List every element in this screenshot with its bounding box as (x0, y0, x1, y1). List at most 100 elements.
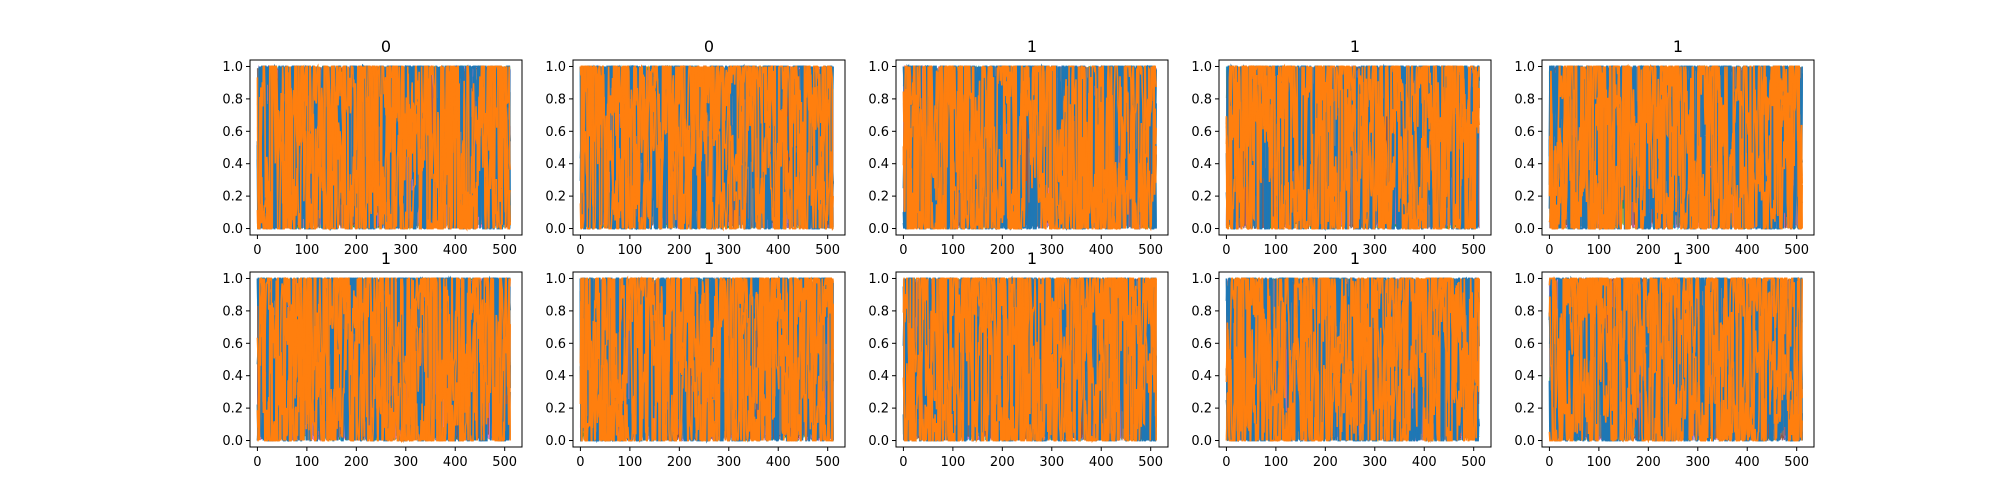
subplot-title: 1 (381, 249, 391, 268)
y-tick-label: 0.8 (222, 92, 243, 107)
plot-area (1225, 276, 1480, 443)
y-tick-label: 0.0 (545, 222, 566, 237)
y-tick-label: 0.4 (545, 369, 566, 384)
series-orange (579, 275, 834, 443)
x-tick-label: 300 (1039, 243, 1064, 258)
y-tick-label: 1.0 (1514, 60, 1535, 75)
x-tick-label: 500 (815, 455, 840, 470)
y-tick-label: 0.4 (1514, 157, 1535, 172)
x-tick-label: 0 (899, 455, 907, 470)
x-tick-label: 500 (492, 455, 517, 470)
y-tick-label: 0.6 (1514, 125, 1535, 140)
plot-area (256, 63, 511, 232)
y-tick-label: 0.2 (545, 402, 566, 417)
x-tick-label: 0 (576, 243, 584, 258)
subplot-title: 0 (704, 37, 714, 56)
y-tick-label: 0.2 (1191, 190, 1212, 205)
y-tick-label: 0.0 (545, 434, 566, 449)
x-tick-label: 100 (617, 455, 642, 470)
x-tick-label: 200 (344, 455, 369, 470)
y-tick-label: 0.6 (1514, 337, 1535, 352)
series-orange (1548, 277, 1803, 442)
y-tick-label: 0.8 (545, 92, 566, 107)
y-tick-label: 0.8 (868, 92, 889, 107)
series-orange (902, 277, 1157, 444)
x-tick-label: 500 (1461, 243, 1486, 258)
axes-frame (895, 271, 1169, 448)
subplot-1: 0 0 100 200 300 400 500 0.0 0.2 0.4 0.6 0.8 1.0 (222, 37, 523, 258)
x-tick-label: 100 (940, 243, 965, 258)
subplot-title: 1 (1350, 249, 1360, 268)
subplot-9: 1 0 100 200 300 400 500 0.0 0.2 0.4 0.6 0.8 1.0 (1191, 249, 1492, 470)
subplot-title: 1 (1027, 37, 1037, 56)
y-tick-label: 0.4 (222, 369, 243, 384)
x-tick-label: 500 (1138, 455, 1163, 470)
y-tick-label: 0.4 (222, 157, 243, 172)
x-tick-label: 200 (667, 243, 692, 258)
x-tick-label: 300 (716, 455, 741, 470)
x-tick-label: 400 (1735, 243, 1760, 258)
y-tick-label: 0.8 (1191, 304, 1212, 319)
plot-area (1548, 275, 1803, 444)
plot-area (256, 275, 511, 444)
x-tick-label: 400 (443, 243, 468, 258)
y-tick-label: 0.0 (222, 434, 243, 449)
x-tick-label: 0 (253, 455, 261, 470)
y-tick-label: 0.4 (545, 157, 566, 172)
series-orange (902, 65, 1157, 232)
x-tick-label: 100 (1586, 243, 1611, 258)
y-tick-label: 0.2 (1514, 402, 1535, 417)
x-tick-label: 200 (990, 243, 1015, 258)
subplot-10: 1 0 100 200 300 400 500 0.0 0.2 0.4 0.6 0.8 1.0 (1514, 249, 1815, 470)
x-tick-label: 400 (766, 243, 791, 258)
plot-area (902, 63, 1157, 232)
y-tick-label: 0.2 (222, 190, 243, 205)
plot-area (1548, 63, 1803, 231)
y-tick-label: 1.0 (545, 272, 566, 287)
x-tick-label: 100 (940, 455, 965, 470)
y-tick-label: 0.6 (222, 125, 243, 140)
y-tick-label: 0.4 (868, 369, 889, 384)
axes-frame (1218, 59, 1492, 236)
y-tick-label: 0.0 (1514, 222, 1535, 237)
y-tick-label: 0.6 (868, 125, 889, 140)
x-tick-label: 400 (1089, 455, 1114, 470)
y-tick-label: 0.6 (1191, 337, 1212, 352)
y-tick-label: 1.0 (1191, 272, 1212, 287)
y-tick-label: 0.4 (868, 157, 889, 172)
subplot-4: 1 0 100 200 300 400 500 0.0 0.2 0.4 0.6 0.8 1.0 (1191, 37, 1492, 258)
y-tick-label: 0.2 (868, 190, 889, 205)
subplot-8: 1 0 100 200 300 400 500 0.0 0.2 0.4 0.6 0.8 1.0 (868, 249, 1169, 470)
axes-frame (1541, 59, 1815, 236)
x-tick-label: 200 (1636, 243, 1661, 258)
y-tick-label: 0.0 (868, 222, 889, 237)
series-orange (1225, 65, 1480, 230)
subplot-3: 1 0 100 200 300 400 500 0.0 0.2 0.4 0.6 0.8 1.0 (868, 37, 1169, 258)
subplot-title: 1 (1350, 37, 1360, 56)
x-tick-label: 200 (1313, 455, 1338, 470)
x-tick-label: 400 (1412, 243, 1437, 258)
y-tick-label: 0.4 (1191, 157, 1212, 172)
x-tick-label: 100 (1263, 243, 1288, 258)
x-tick-label: 200 (344, 243, 369, 258)
y-tick-label: 0.8 (222, 304, 243, 319)
x-tick-label: 500 (1784, 455, 1809, 470)
subplot-5: 1 0 100 200 300 400 500 0.0 0.2 0.4 0.6 0.8 1.0 (1514, 37, 1815, 258)
y-tick-label: 0.4 (1514, 369, 1535, 384)
y-tick-label: 1.0 (545, 60, 566, 75)
x-tick-label: 400 (443, 455, 468, 470)
x-tick-label: 100 (1586, 455, 1611, 470)
y-tick-label: 0.6 (545, 125, 566, 140)
x-tick-label: 0 (576, 455, 584, 470)
x-tick-label: 100 (617, 243, 642, 258)
y-tick-label: 0.0 (1514, 434, 1535, 449)
plot-area (902, 275, 1157, 444)
axes-frame (572, 59, 846, 236)
y-tick-label: 0.8 (1191, 92, 1212, 107)
x-tick-label: 500 (492, 243, 517, 258)
y-tick-label: 0.8 (1514, 304, 1535, 319)
x-tick-label: 300 (393, 455, 418, 470)
y-tick-label: 0.0 (1191, 434, 1212, 449)
x-tick-label: 300 (1039, 455, 1064, 470)
